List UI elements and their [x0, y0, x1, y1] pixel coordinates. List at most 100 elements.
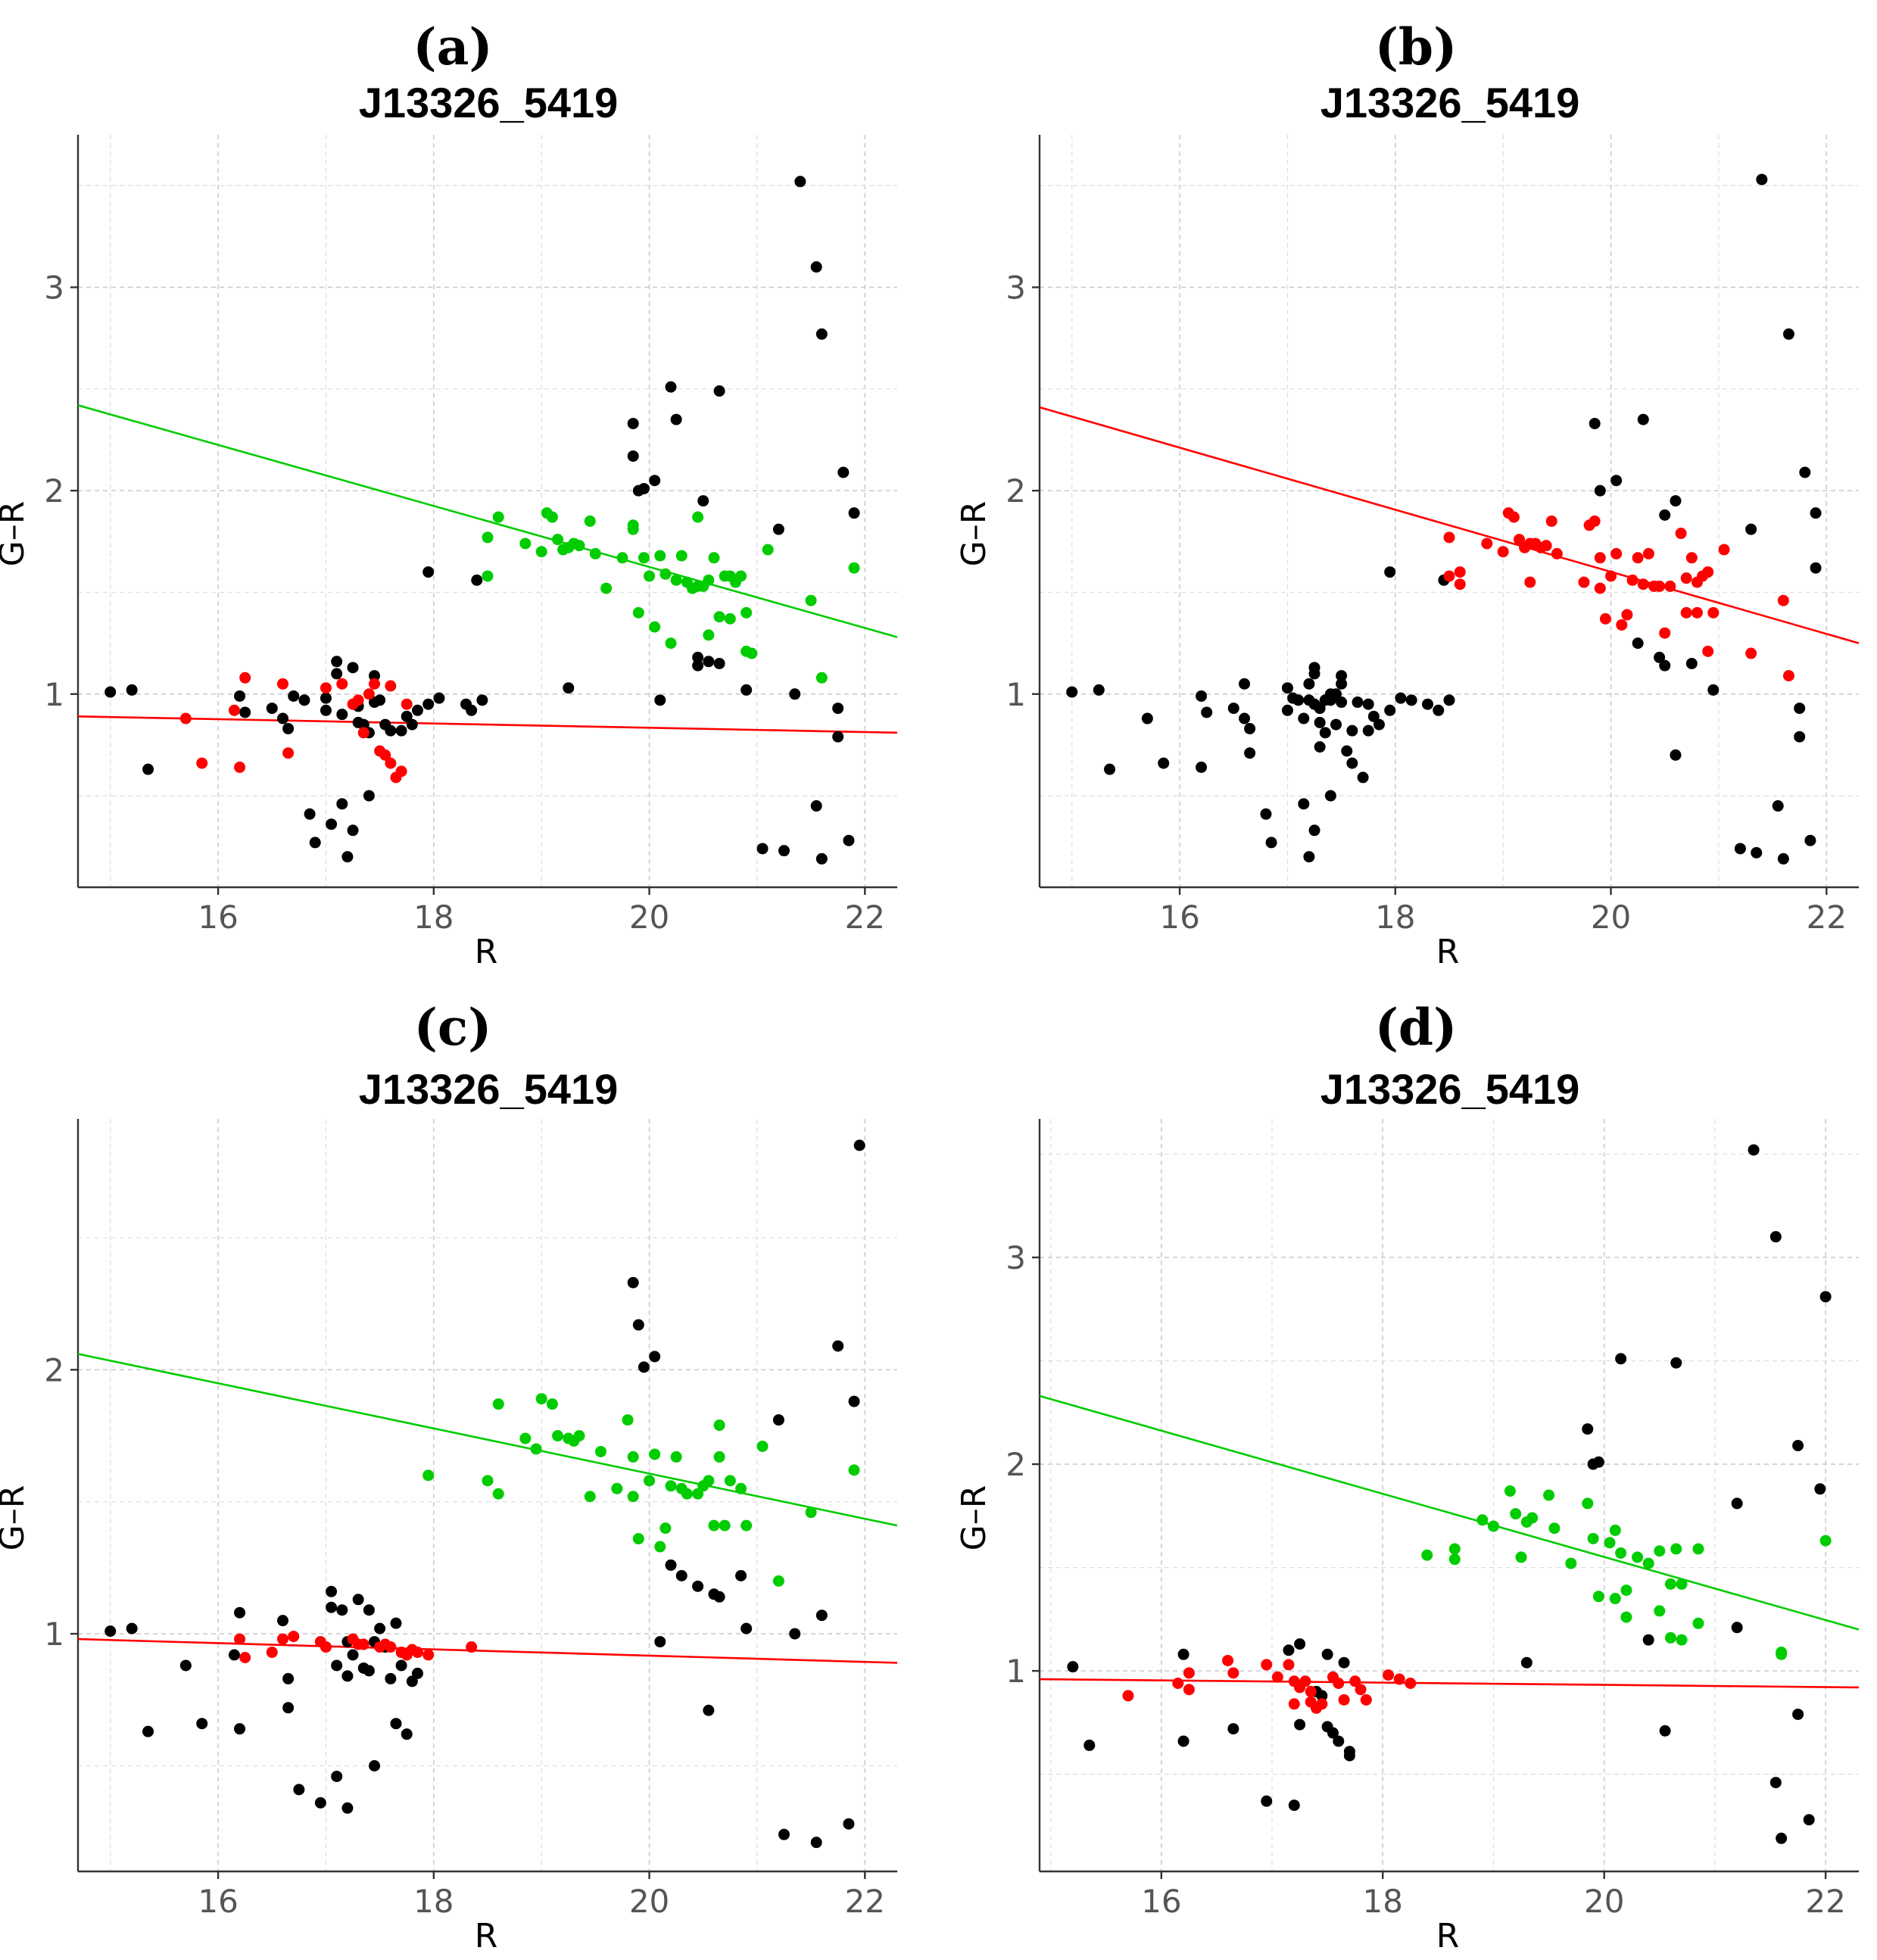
- data-point: [1594, 582, 1606, 594]
- data-point: [670, 1451, 682, 1463]
- data-point: [659, 1522, 672, 1535]
- data-point: [772, 1414, 784, 1426]
- data-point: [632, 1533, 644, 1545]
- data-point: [1333, 1735, 1345, 1747]
- data-point: [778, 845, 790, 857]
- data-point: [665, 637, 677, 650]
- data-point: [239, 706, 251, 718]
- x-tick-label: 16: [1141, 1883, 1181, 1920]
- panel-a: (a)J13326_5419 16 18 20 22 1 2 3 R G–R: [0, 17, 897, 971]
- data-point: [589, 547, 601, 559]
- data-point: [1177, 1735, 1189, 1747]
- data-point: [848, 1464, 860, 1476]
- fit-line: [1040, 406, 1859, 644]
- data-point: [320, 692, 332, 704]
- data-point: [789, 688, 801, 700]
- data-point: [1260, 808, 1272, 820]
- data-point: [1756, 173, 1768, 185]
- data-point: [196, 1718, 208, 1730]
- data-point: [724, 612, 736, 625]
- data-point: [104, 1625, 117, 1637]
- data-point: [1476, 1514, 1489, 1526]
- data-point: [713, 611, 725, 623]
- data-point: [476, 694, 488, 706]
- data-point: [1183, 1684, 1195, 1696]
- data-point: [1594, 485, 1606, 497]
- data-point: [234, 1633, 246, 1645]
- data-point: [1261, 1659, 1273, 1671]
- data-point: [1799, 466, 1811, 478]
- y-tick-label: 2: [1006, 1446, 1026, 1483]
- panel-b: (b)J13326_5419 16 18 20 22 1 2 3 R G–R: [955, 17, 1859, 971]
- data-point: [1346, 757, 1358, 769]
- data-point: [1620, 1611, 1632, 1623]
- data-point: [1642, 1557, 1654, 1569]
- data-point: [681, 1488, 693, 1500]
- data-point: [331, 1770, 343, 1782]
- data-point: [1357, 771, 1369, 784]
- data-point: [492, 511, 504, 523]
- data-point: [724, 1475, 736, 1487]
- x-axis-title: R: [475, 933, 498, 971]
- data-point: [756, 1440, 769, 1452]
- data-point: [1281, 682, 1293, 694]
- data-point: [1421, 1549, 1433, 1561]
- data-point: [832, 703, 844, 715]
- panel-d: (d) J13326_5419 16 18 20 22 1 2 3 R G–R: [955, 998, 1859, 1955]
- data-point: [692, 651, 704, 663]
- data-point: [288, 1631, 300, 1643]
- data-point: [627, 1491, 639, 1503]
- data-point: [778, 1828, 790, 1840]
- data-point: [1504, 1485, 1516, 1497]
- data-point: [1122, 1690, 1134, 1702]
- data-point: [1654, 580, 1666, 592]
- data-point: [363, 790, 375, 802]
- data-point: [422, 1649, 435, 1661]
- data-point: [347, 1649, 359, 1661]
- data-point: [1448, 1543, 1461, 1555]
- data-point: [1794, 703, 1806, 715]
- data-point: [357, 718, 369, 731]
- data-point: [1324, 790, 1336, 802]
- data-point: [1659, 509, 1671, 521]
- data-point: [1592, 1456, 1604, 1468]
- data-point: [331, 656, 343, 668]
- data-point: [1610, 547, 1623, 559]
- data-point: [1819, 1291, 1832, 1303]
- data-point: [1305, 1685, 1317, 1697]
- data-point: [142, 763, 154, 775]
- data-point: [385, 680, 397, 692]
- data-point: [401, 698, 413, 710]
- data-point: [369, 670, 381, 682]
- y-tick-label: 1: [1006, 676, 1026, 713]
- x-tick-label: 18: [1375, 899, 1415, 936]
- data-point: [282, 722, 295, 734]
- grid: [78, 1119, 897, 1871]
- data-point: [304, 808, 316, 820]
- data-point: [1308, 824, 1320, 837]
- fit-line: [1040, 1394, 1859, 1631]
- data-point: [282, 747, 295, 759]
- data-point: [1685, 657, 1698, 669]
- data-point: [1292, 694, 1305, 706]
- data-point: [1336, 678, 1348, 690]
- series-red-cluster: [1443, 507, 1794, 682]
- data-point: [1393, 1673, 1405, 1685]
- data-point: [837, 466, 850, 478]
- y-axis-title: G–R: [0, 501, 32, 567]
- y-tick-label: 1: [44, 676, 64, 713]
- x-tick-label: 18: [413, 1883, 454, 1920]
- y-tick-label: 2: [44, 472, 64, 509]
- data-point: [336, 709, 348, 721]
- data-point: [1338, 1694, 1350, 1706]
- data-point: [1239, 678, 1250, 690]
- data-point: [326, 1585, 338, 1597]
- data-point: [654, 1541, 666, 1553]
- data-point: [234, 1723, 246, 1735]
- data-point: [1244, 722, 1256, 734]
- data-point: [1654, 651, 1666, 663]
- data-point: [395, 765, 407, 777]
- data-point: [1288, 1698, 1300, 1710]
- panel-label: (d): [1375, 998, 1458, 1057]
- data-point: [703, 1704, 715, 1716]
